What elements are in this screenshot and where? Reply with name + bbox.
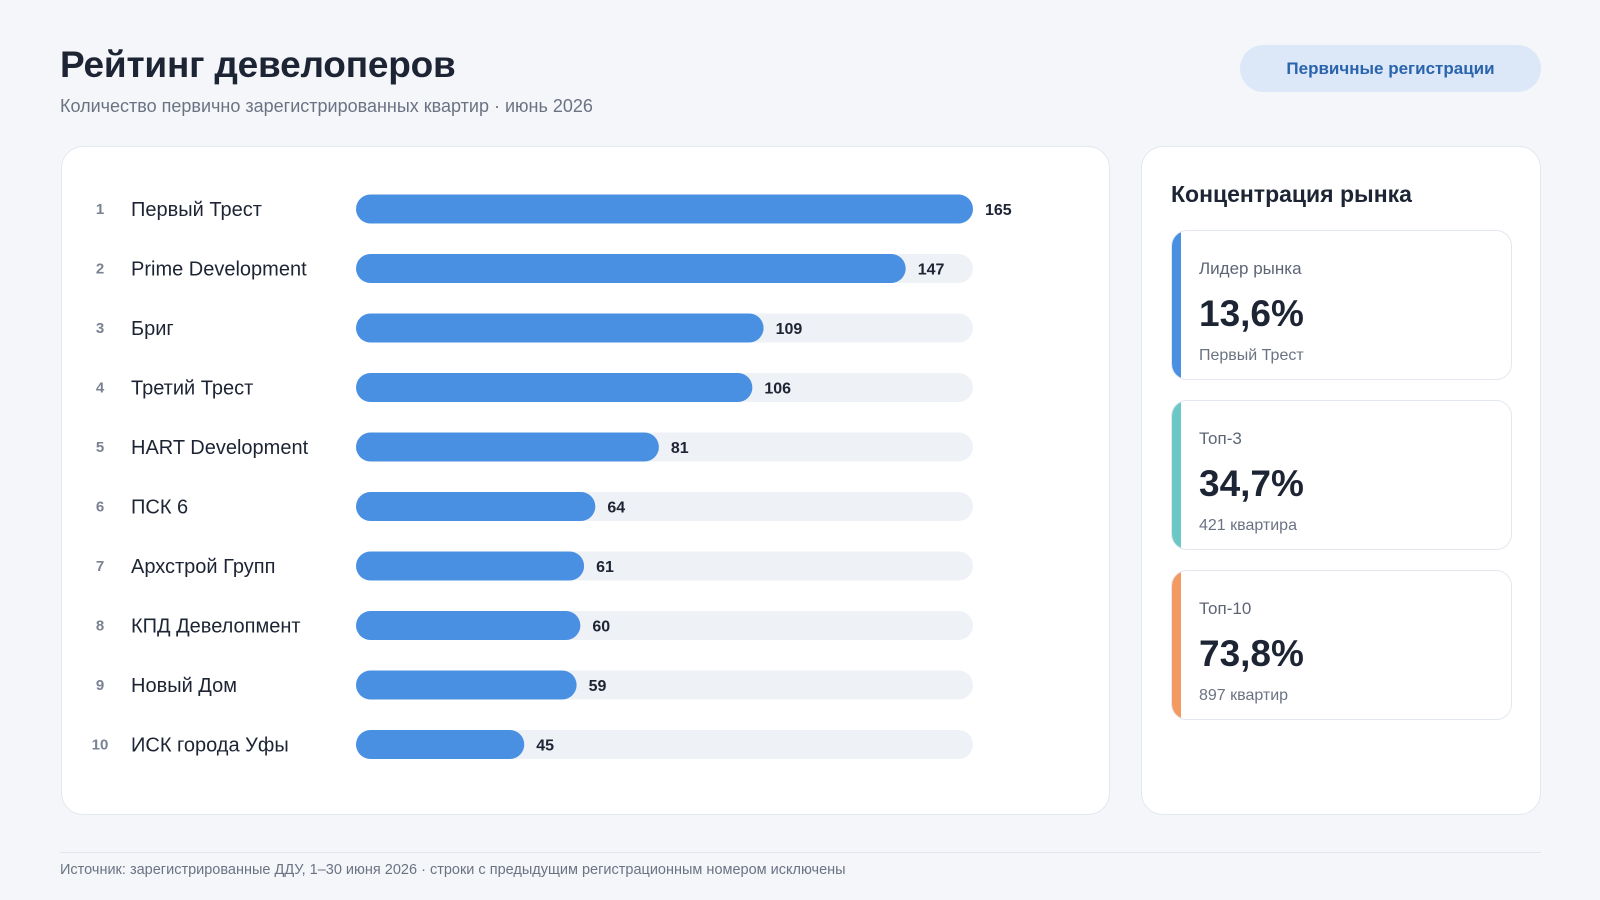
metric-accent-bar [1172,401,1181,549]
bar [356,670,577,700]
metric-card-leader: Лидер рынка 13,6% Первый Трест [1171,230,1512,380]
developer-name-label: Prime Development [131,259,307,281]
metric-note: Первый Трест [1199,347,1304,364]
concentration-title: Концентрация рынка [1171,181,1412,207]
primary-registrations-badge[interactable]: Первичные регистрации [1240,45,1541,92]
developer-name-label: Первый Трест [131,199,262,221]
source-note: Источник: зарегистрированные ДДУ, 1–30 и… [60,862,846,878]
rank-label: 2 [96,261,104,278]
bar-value-label: 45 [536,738,554,755]
bar [356,373,753,402]
rank-label: 1 [96,201,104,218]
bar-value-label: 59 [589,678,607,695]
rank-label: 3 [96,320,104,337]
bar [356,611,581,640]
bar-value-label: 109 [776,321,803,338]
bar-value-label: 165 [985,202,1012,219]
developer-name-label: Третий Трест [131,378,253,400]
page-subtitle: Количество первично зарегистрированных к… [60,96,593,116]
bar [356,492,596,521]
metric-value: 34,7% [1199,463,1304,504]
metric-card-top3: Топ-3 34,7% 421 квартира [1171,400,1512,550]
bar [356,313,764,343]
bar-value-label: 147 [918,262,945,279]
rank-label: 9 [96,677,104,694]
developer-name-label: Новый Дом [131,675,237,697]
metric-value: 13,6% [1199,293,1304,334]
bar-value-label: 61 [596,559,614,576]
rank-label: 6 [96,499,104,516]
page-title: Рейтинг девелоперов [60,44,456,85]
bar [356,730,525,759]
bar-value-label: 81 [671,440,689,457]
metric-label: Топ-10 [1199,599,1252,618]
market-concentration-card: Концентрация рынка Лидер рынка 13,6% Пер… [1141,146,1541,815]
developer-name-label: КПД Девелопмент [131,616,301,638]
developer-name-label: Бриг [131,318,174,340]
metric-accent-bar [1172,231,1181,379]
bar [356,432,659,462]
developer-name-label: HART Development [131,437,309,459]
metric-accent-bar [1172,571,1181,719]
metric-value: 73,8% [1199,633,1304,674]
bar-value-label: 60 [592,619,610,636]
ranking-chart-card: 1 Первый Трест 165 2 Prime Development 147 3 Бр… [61,146,1110,815]
metric-card-top10: Топ-10 73,8% 897 квартир [1171,570,1512,720]
developer-name-label: Архстрой Групп [131,556,275,578]
bar-value-label: 64 [607,500,625,517]
bar [356,254,906,283]
bar [356,551,585,581]
metric-label: Лидер рынка [1199,259,1302,278]
rank-label: 5 [96,439,104,456]
rank-label: 4 [96,380,105,397]
footer-divider [60,852,1541,853]
developer-name-label: ПСК 6 [131,497,188,519]
bar-value-label: 106 [764,381,791,398]
metric-label: Топ-3 [1199,429,1242,448]
rank-label: 7 [96,558,104,575]
metric-note: 421 квартира [1199,517,1297,534]
ranking-bar-chart: 1 Первый Трест 165 2 Prime Development 147 3 Бр… [92,194,1012,759]
developer-name-label: ИСК города Уфы [131,735,289,757]
rank-label: 8 [96,618,104,635]
rank-label: 10 [92,737,109,754]
metric-note: 897 квартир [1199,687,1289,704]
bar [356,194,973,224]
